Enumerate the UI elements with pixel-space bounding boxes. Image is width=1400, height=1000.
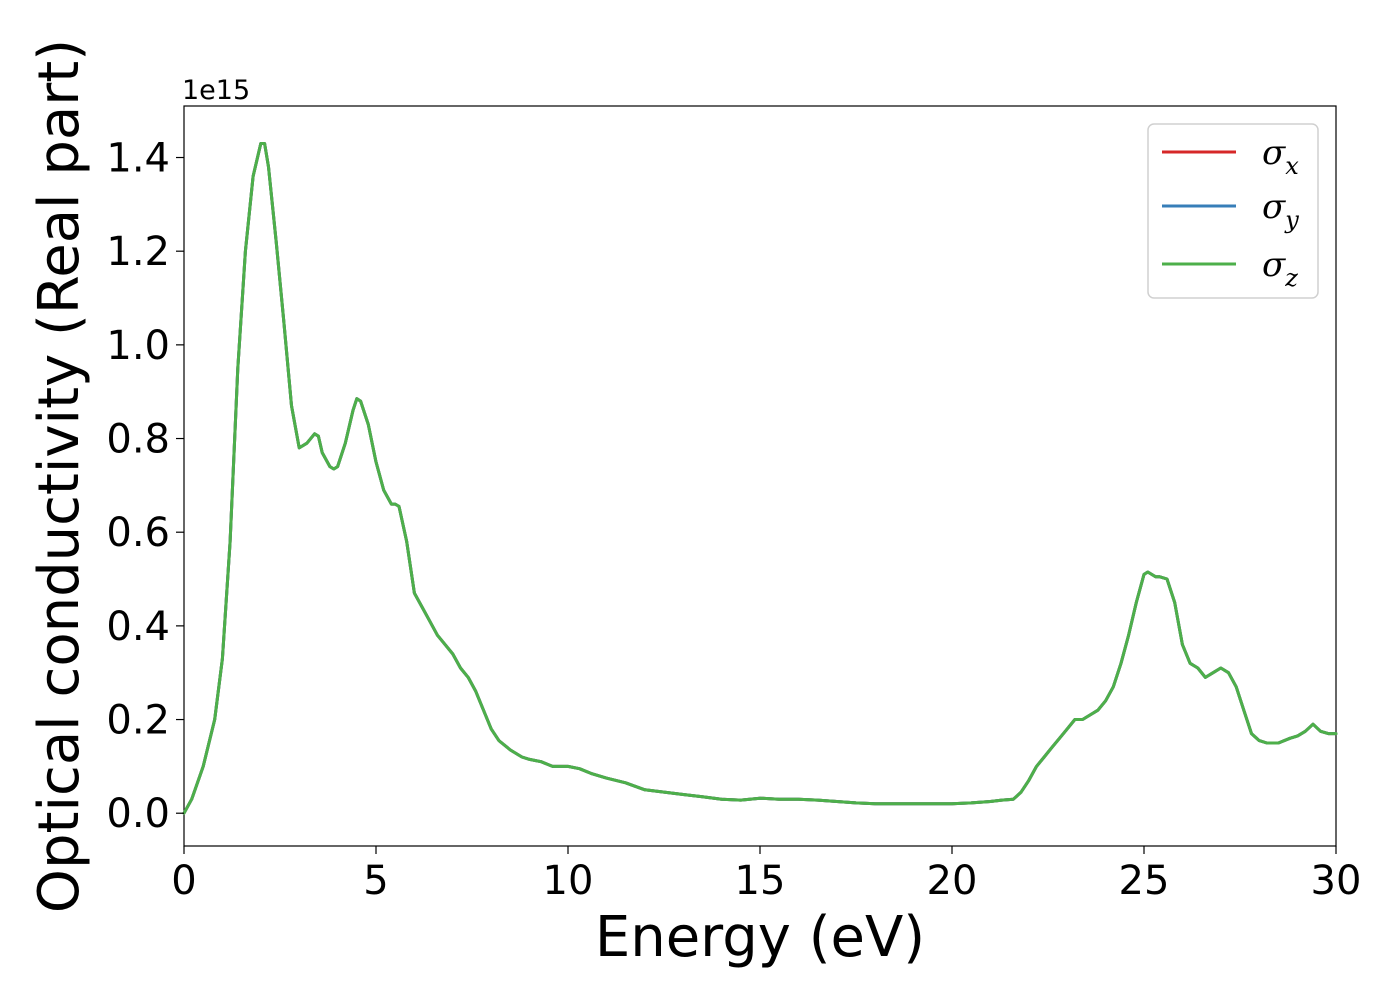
x-tick-label: 20 [927, 858, 978, 904]
x-tick-label: 30 [1311, 858, 1362, 904]
y-tick-label: 1.4 [106, 136, 170, 182]
x-tick-label: 25 [1119, 858, 1170, 904]
y-tick-label: 0.8 [106, 417, 170, 463]
y-axis-ticks: 0.0 0.2 0.4 0.6 0.8 1.0 1.2 1.4 [106, 136, 184, 837]
y-axis-label: Optical conductivity (Real part) [27, 39, 92, 913]
y-tick-label: 0.0 [106, 791, 170, 837]
y-tick-label: 1.2 [106, 229, 170, 275]
y-tick-label: 1.0 [106, 323, 170, 369]
series-line-3 [182, 142, 1338, 815]
series-lines [182, 142, 1338, 815]
x-tick-label: 15 [735, 858, 786, 904]
y-tick-label: 0.6 [106, 510, 170, 556]
x-axis-ticks: 0 5 10 15 20 25 30 [171, 846, 1361, 904]
x-axis-label: Energy (eV) [595, 905, 925, 970]
x-tick-label: 5 [363, 858, 388, 904]
y-offset-label: 1e15 [182, 75, 250, 106]
legend-box [1147, 123, 1319, 299]
x-tick-label: 10 [543, 858, 594, 904]
x-tick-label: 0 [171, 858, 196, 904]
y-tick-label: 0.4 [106, 604, 170, 650]
y-tick-label: 0.2 [106, 698, 170, 744]
